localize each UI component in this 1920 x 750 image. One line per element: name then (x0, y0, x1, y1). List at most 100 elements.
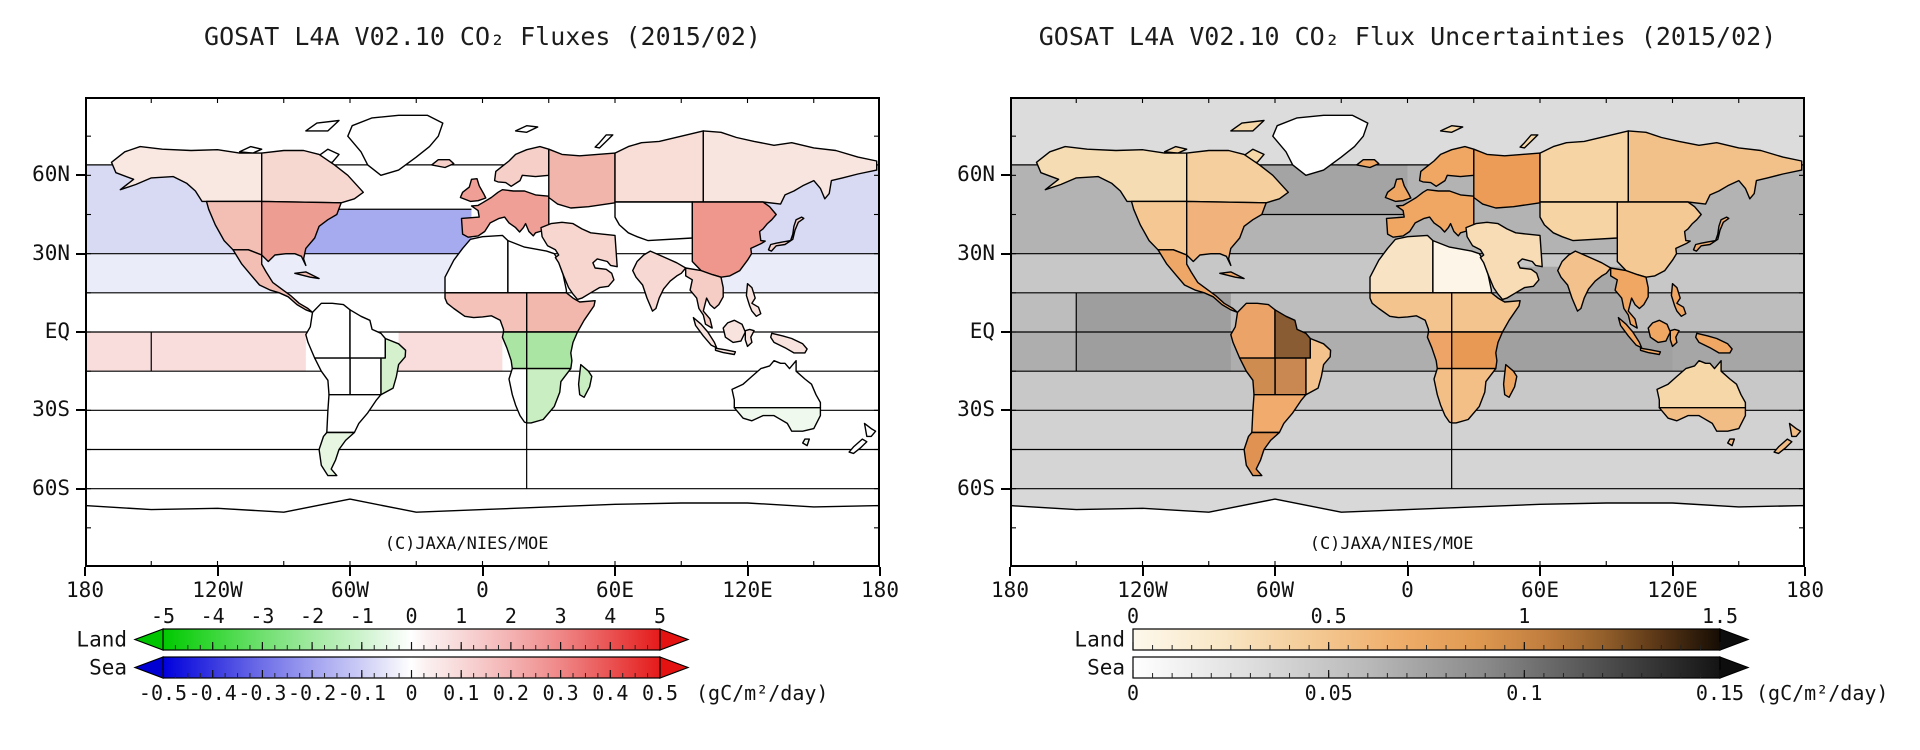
y-axis-label: 30S (957, 397, 995, 422)
x-axis-label: 120E (722, 578, 773, 602)
region-australia-south (802, 438, 810, 447)
credit-text: (C)JAXA/NIES/MOE (385, 534, 549, 554)
colorbar-tick-label: 0.5 (642, 681, 678, 705)
land-scale-label: Land (76, 628, 127, 652)
region-central-america (232, 249, 314, 314)
colorbar-left-arrow (133, 656, 164, 679)
region-africa-southern-east (1451, 367, 1497, 424)
x-axis-tick (216, 567, 219, 576)
colorbar-tick-label: 0.5 (1311, 604, 1347, 628)
region-arctic-islands (305, 119, 340, 132)
colorbar-tick-label: 0 (405, 604, 417, 628)
x-axis-tick (1141, 567, 1144, 576)
region-maritime-southeast-asia (744, 328, 755, 348)
region-australia-south (733, 407, 822, 432)
region-central-america (294, 271, 320, 280)
colorbar-tick-label: 0.4 (592, 681, 628, 705)
x-axis-tick (349, 567, 351, 576)
colorbar-left-arrow (133, 628, 164, 651)
units-label: (gC/m²/day) (696, 681, 828, 705)
region-antarctica (1010, 498, 1805, 567)
region-siberia-east (702, 130, 878, 205)
region-united-kingdom (1384, 178, 1412, 203)
region-arctic-islands (1519, 134, 1539, 149)
region-southeast-asia (1610, 267, 1649, 329)
x-axis-tick (1671, 567, 1674, 576)
region-arctic-islands (1230, 119, 1265, 132)
region-north-america-boreal-west (1035, 145, 1188, 203)
region-greenland (347, 114, 444, 176)
x-axis-tick (614, 567, 616, 576)
colorbar-tick-label: 0.1 (1506, 681, 1542, 705)
region-south-america-temperate (326, 394, 382, 434)
colorbar-tick-label: -0.2 (288, 681, 336, 705)
colorbar-tick-label: 4 (604, 604, 616, 628)
y-axis-tick (76, 331, 85, 333)
region-madagascar (577, 363, 593, 398)
colorbar-tick-label: -0.4 (189, 681, 237, 705)
colorbar-tick-label: 0 (1127, 604, 1139, 628)
region-maritime-southeast-asia (1670, 283, 1687, 317)
colorbar-tick-label: 0.05 (1305, 681, 1353, 705)
x-axis-label: 120W (192, 578, 243, 602)
colorbar-right-arrow (1719, 656, 1750, 679)
region-maritime-southeast-asia (714, 347, 737, 356)
land-layer (85, 114, 880, 567)
y-axis-tick (1001, 252, 1010, 255)
y-axis-tick (1001, 174, 1010, 177)
colorbar-fluxes: -5 -4 -3 -2 -1 0 1 2 3 4 5 Land -0.5 -0.4 -0.3 -0.2 -0.1… (76, 604, 828, 705)
region-north-america-temperate-east (1186, 200, 1267, 267)
region-europe-west (1385, 189, 1475, 238)
region-south-america-tropical-nw (305, 302, 351, 359)
panel-co2-fluxes: GOSAT L4A V02.10 CO₂ Fluxes (2015/02) (C… (32, 0, 899, 750)
region-north-america-temperate-east (261, 200, 342, 267)
x-axis-tick (1009, 567, 1011, 576)
region-middle-east (540, 221, 618, 301)
y-axis-label: 60S (957, 475, 995, 500)
colorbar-tick-label: 2 (505, 604, 517, 628)
colorbar-tick-label: -1 (350, 604, 374, 628)
colorbar-tick-label: -2 (300, 604, 324, 628)
region-south-america-temperate (1251, 394, 1307, 434)
world-map-fluxes: (C)JAXA/NIES/MOE (85, 97, 880, 567)
region-united-kingdom (459, 178, 487, 203)
colorbar-tick-label: 0.1 (443, 681, 479, 705)
x-axis-label: 60E (1521, 578, 1559, 602)
y-axis-tick (76, 409, 85, 412)
region-new-zealand (1773, 438, 1793, 455)
region-maritime-southeast-asia (745, 283, 762, 317)
region-africa-equatorial-east (526, 331, 579, 370)
region-new-zealand (1788, 422, 1802, 438)
x-axis-tick (1539, 567, 1541, 576)
y-axis-label: 60N (32, 162, 70, 187)
y-axis-label: 30S (32, 397, 70, 422)
x-axis-label: 120W (1117, 578, 1168, 602)
y-axis-tick (76, 252, 85, 255)
region-maritime-southeast-asia (1669, 328, 1680, 348)
region-south-america-tropical-nw (1230, 302, 1276, 359)
colorbar-tick-label: 0.15 (1696, 681, 1744, 705)
x-axis-label: 180 (1786, 578, 1824, 602)
y-axis-label: 60S (32, 475, 70, 500)
region-arctic-islands (594, 134, 614, 149)
x-axis-label: 180 (66, 578, 104, 602)
region-maritime-southeast-asia (1695, 332, 1733, 354)
colorbar-right-arrow (659, 628, 690, 651)
colorbar-tick-label: 1.5 (1702, 604, 1738, 628)
x-axis-tick (879, 567, 881, 576)
colorbar-tick-label: 0.2 (493, 681, 529, 705)
region-north-america-boreal-west (110, 145, 263, 203)
region-australia-south (1727, 438, 1735, 447)
credit-text: (C)JAXA/NIES/MOE (1310, 534, 1474, 554)
region-south-america-east-coast (380, 337, 407, 396)
y-axis-label: 30N (957, 240, 995, 265)
region-south-america-argentina (318, 431, 356, 477)
x-axis-label: 180 (991, 578, 1029, 602)
region-iceland (431, 159, 455, 169)
region-arctic-islands (1439, 125, 1464, 133)
region-central-america (1219, 271, 1245, 280)
y-axis-label: 60N (957, 162, 995, 187)
x-axis-label: 120E (1647, 578, 1698, 602)
region-middle-east (1465, 221, 1543, 301)
colorbar-tick-label: 1 (455, 604, 467, 628)
